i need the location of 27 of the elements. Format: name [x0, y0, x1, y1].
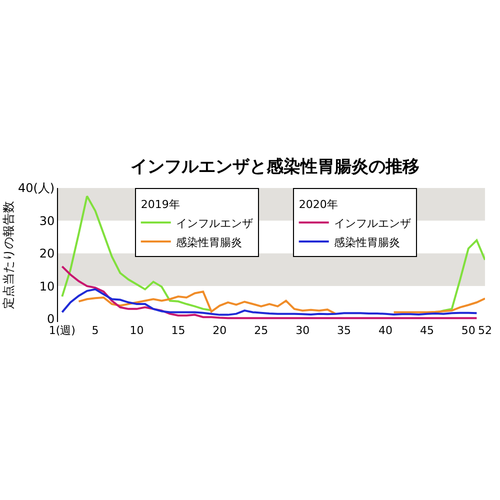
x-tick-label: 45 [420, 324, 434, 337]
y-tick-label: 20 [39, 246, 55, 261]
x-tick-label: 1(週) [48, 324, 76, 337]
x-tick-label: 25 [254, 324, 268, 337]
x-tick-label: 5 [92, 324, 99, 337]
x-tick-label: 30 [296, 324, 310, 337]
x-tick-label: 52 [478, 324, 492, 337]
x-tick-label: 35 [337, 324, 352, 337]
line-series [61, 265, 478, 320]
legend-label: 感染性胃腸炎 [334, 236, 400, 249]
y-tick-label: 10 [39, 279, 55, 294]
y-axis-title: 定点当たりの報告数 [1, 201, 16, 309]
x-tick-label: 40 [378, 324, 392, 337]
line-series [61, 288, 478, 316]
y-tick-label: 40(人) [18, 181, 55, 196]
chart-title: インフルエンザと感染性胃腸炎の推移 [130, 156, 420, 177]
x-tick-label: 10 [130, 324, 144, 337]
annotation: 2019年 [140, 198, 180, 211]
annotation: 2020年 [298, 198, 338, 211]
legend-label: インフルエンザ [176, 216, 253, 230]
x-tick-label: 15 [171, 324, 186, 337]
x-tick-label: 20 [212, 324, 227, 337]
y-tick-label: 0 [46, 312, 55, 326]
legend-label: インフルエンザ [334, 216, 411, 230]
x-tick-label: 50 [461, 324, 476, 337]
y-tick-label: 30 [39, 214, 55, 228]
legend-label: 感染性胃腸炎 [176, 236, 242, 249]
